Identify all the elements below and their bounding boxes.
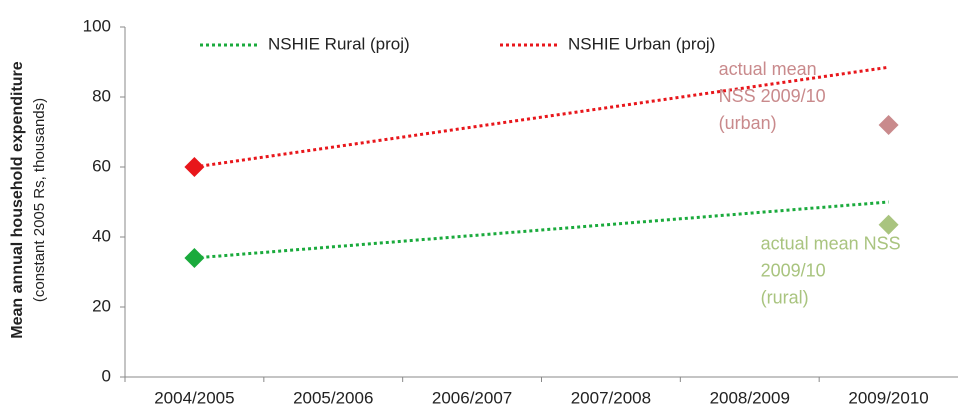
x-tick-label: 2008/2009 bbox=[710, 388, 790, 407]
series-line bbox=[194, 200, 889, 260]
point-label: (urban) bbox=[719, 113, 777, 133]
x-tick-label: 2005/2006 bbox=[293, 388, 373, 407]
legend-label: NSHIE Urban (proj) bbox=[568, 34, 715, 53]
point-label: 2009/10 bbox=[761, 261, 826, 281]
point-label: (rural) bbox=[761, 288, 809, 308]
y-tick-label: 100 bbox=[83, 16, 111, 35]
x-tick-label: 2009/2010 bbox=[848, 388, 928, 407]
point-label: actual mean NSS bbox=[761, 234, 901, 254]
y-tick-label: 20 bbox=[92, 296, 111, 315]
point-label: actual mean bbox=[719, 59, 817, 79]
y-tick-label: 40 bbox=[92, 226, 111, 245]
actual-point bbox=[878, 115, 899, 135]
legend-label: NSHIE Rural (proj) bbox=[268, 34, 410, 53]
x-tick-label: 2007/2008 bbox=[571, 388, 651, 407]
y-tick-label: 80 bbox=[92, 86, 111, 105]
y-axis-label: Mean annual household expenditure bbox=[9, 61, 26, 338]
y-tick-label: 0 bbox=[102, 366, 111, 385]
y-axis-label: (constant 2005 Rs, thousands) bbox=[31, 98, 48, 302]
actual-point bbox=[878, 214, 899, 235]
series-marker bbox=[184, 157, 205, 177]
series-marker bbox=[184, 248, 205, 268]
x-tick-label: 2004/2005 bbox=[154, 388, 234, 407]
x-tick-label: 2006/2007 bbox=[432, 388, 512, 407]
series-line bbox=[194, 65, 889, 169]
point-label: NSS 2009/10 bbox=[719, 86, 826, 106]
y-tick-label: 60 bbox=[92, 156, 111, 175]
